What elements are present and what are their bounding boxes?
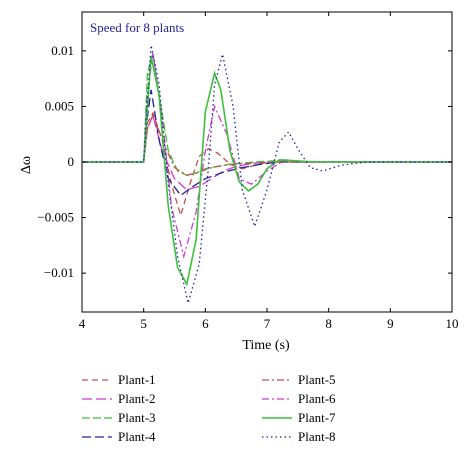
x-tick-label: 6 xyxy=(202,316,209,331)
chart-title: Speed for 8 plants xyxy=(90,20,184,35)
x-tick-label: 4 xyxy=(79,316,86,331)
legend: Plant-1 Plant-2 Plant-3 Plant-4 Plant-5 Plant… xyxy=(82,372,336,444)
series-line-3 xyxy=(82,52,452,176)
y-axis-label: Δω xyxy=(19,156,34,174)
series-line-1 xyxy=(82,111,452,218)
legend-label-1: Plant-1 xyxy=(118,372,156,387)
x-tick-label: 10 xyxy=(446,316,459,331)
x-tick-label: 8 xyxy=(325,316,332,331)
x-tick-label: 9 xyxy=(387,316,394,331)
x-tick-label: 7 xyxy=(264,316,271,331)
legend-label-3: Plant-3 xyxy=(118,410,156,425)
legend-label-5: Plant-5 xyxy=(298,372,336,387)
legend-label-7: Plant-7 xyxy=(298,410,336,425)
x-axis: 4 5 6 7 8 9 10 xyxy=(79,12,459,331)
series-line-8 xyxy=(82,45,452,304)
series-line-5 xyxy=(82,113,452,177)
series-line-7 xyxy=(82,56,452,287)
legend-label-2: Plant-2 xyxy=(118,391,156,406)
y-axis: 0.01 0.005 0 −0.005 −0.01 xyxy=(37,43,452,280)
plot-area xyxy=(81,11,453,313)
legend-label-8: Plant-8 xyxy=(298,429,336,444)
y-tick-label: −0.01 xyxy=(44,265,74,280)
series-line-4 xyxy=(82,89,452,197)
y-tick-label: 0 xyxy=(68,154,75,169)
y-tick-label: 0.005 xyxy=(45,98,74,113)
series-line-6 xyxy=(82,53,452,259)
x-axis-label: Time (s) xyxy=(242,338,290,353)
legend-label-4: Plant-4 xyxy=(118,429,156,444)
legend-label-6: Plant-6 xyxy=(298,391,336,406)
y-tick-label: 0.01 xyxy=(51,43,74,58)
x-tick-label: 5 xyxy=(140,316,147,331)
series-line-2 xyxy=(82,113,452,191)
y-tick-label: −0.005 xyxy=(37,210,74,225)
